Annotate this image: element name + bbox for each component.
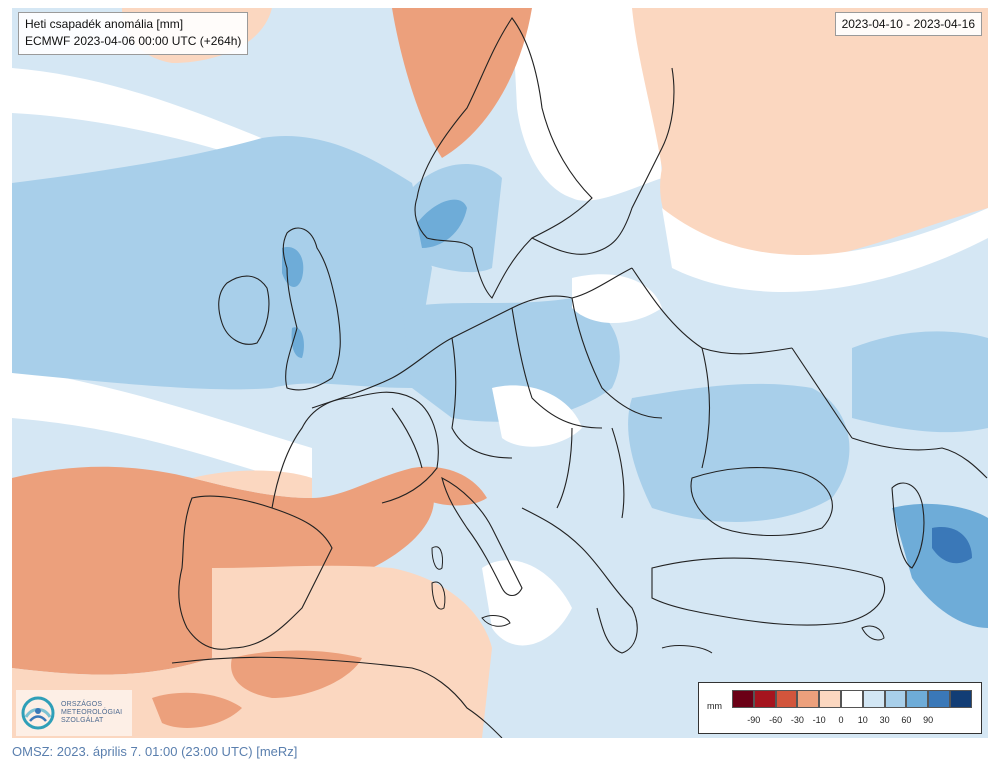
legend-color-swatch (753, 690, 776, 708)
legend-label: 10 (857, 715, 868, 725)
legend-label: -90 (747, 715, 761, 725)
map-subtitle: ECMWF 2023-04-06 00:00 UTC (+264h) (25, 34, 242, 48)
legend-unit: mm (707, 701, 722, 711)
omsz-logo: ORSZÁGOS METEOROLÓGIAI SZOLGÁLAT (16, 690, 132, 736)
legend-label: -60 (769, 715, 783, 725)
logo-line-2: METEOROLÓGIAI (61, 709, 123, 716)
legend-label: 0 (838, 715, 844, 725)
legend-label: -10 (812, 715, 826, 725)
legend-color-bar (732, 690, 972, 708)
omsz-logo-icon (21, 696, 55, 730)
color-legend: mm -90 -60 -30 -10 0 10 30 60 90 (698, 682, 982, 734)
legend-color-swatch (862, 690, 885, 708)
logo-text: ORSZÁGOS METEOROLÓGIAI SZOLGÁLAT (61, 701, 122, 725)
legend-color-swatch (949, 690, 972, 708)
map-panel: Heti csapadék anomália [mm] ECMWF 2023-0… (12, 8, 988, 738)
logo-line-3: SZOLGÁLAT (61, 717, 104, 724)
map-title-box: Heti csapadék anomália [mm] ECMWF 2023-0… (18, 12, 249, 55)
legend-color-swatch (928, 690, 950, 708)
logo-line-1: ORSZÁGOS (61, 701, 103, 708)
legend-color-swatch (884, 690, 907, 708)
legend-color-swatch (819, 690, 841, 708)
date-range-box: 2023-04-10 - 2023-04-16 (834, 12, 982, 36)
legend-color-swatch (906, 690, 929, 708)
legend-label: 60 (901, 715, 912, 725)
legend-color-swatch (840, 690, 863, 708)
legend-color-swatch (775, 690, 798, 708)
legend-label: 90 (923, 715, 934, 725)
legend-color-swatch (797, 690, 820, 708)
precipitation-anomaly-map (12, 8, 988, 738)
footer-caption: OMSZ: 2023. április 7. 01:00 (23:00 UTC)… (12, 744, 298, 759)
legend-color-swatch (732, 690, 754, 708)
legend-label: -30 (790, 715, 804, 725)
map-title: Heti csapadék anomália [mm] (25, 17, 184, 31)
legend-label: 30 (879, 715, 890, 725)
legend-labels: -90 -60 -30 -10 0 10 30 60 90 (732, 715, 972, 727)
